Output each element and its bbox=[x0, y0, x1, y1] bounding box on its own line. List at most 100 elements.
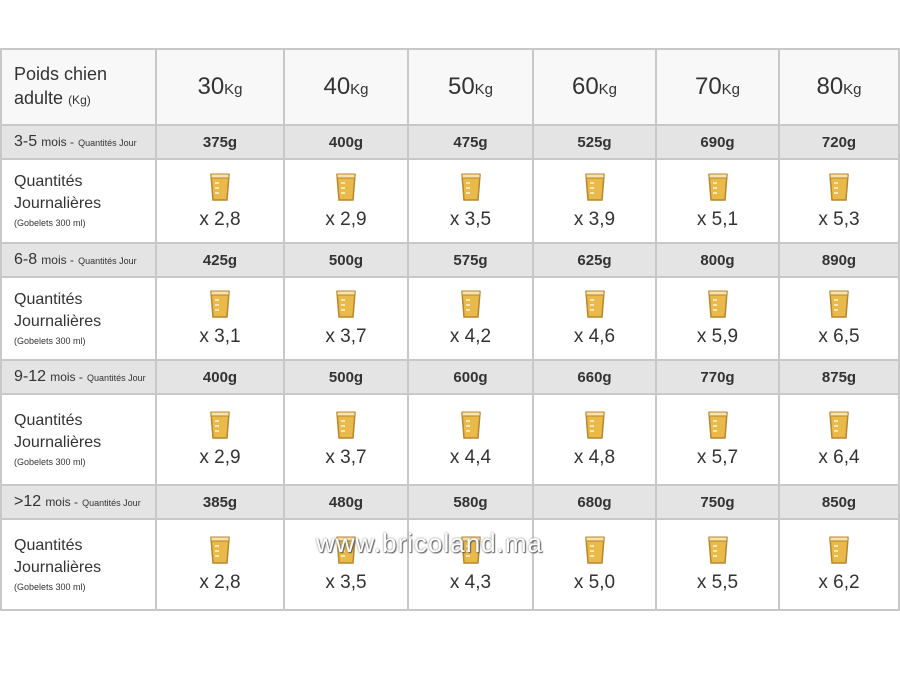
cup-icon-wrap bbox=[657, 535, 778, 570]
portion: 890g bbox=[778, 242, 900, 278]
quantity-row: Quantités Journalières (Gobelets 300 ml) x … bbox=[0, 393, 900, 486]
portion: 850g bbox=[778, 484, 900, 520]
cup-count: x 2,9 bbox=[199, 447, 241, 468]
cup-icon-wrap bbox=[157, 289, 283, 324]
cup-cell: x 3,5 bbox=[283, 518, 409, 611]
cup-icon-wrap bbox=[534, 410, 655, 445]
quantity-row: Quantités Journalières (Gobelets 300 ml) x … bbox=[0, 158, 900, 244]
weight-header: 40Kg bbox=[283, 48, 409, 126]
weight-number: 60 bbox=[571, 73, 599, 100]
header-label: adulte bbox=[14, 88, 64, 108]
header-label: adulte (Kg) bbox=[14, 86, 155, 112]
cup-cell: x 4,8 bbox=[532, 393, 657, 486]
cup-icon bbox=[707, 173, 728, 201]
age-note: Quantités Jour bbox=[87, 373, 146, 383]
cup-note: (Gobelets 300 ml) bbox=[14, 335, 86, 346]
cup-icon-wrap bbox=[780, 410, 898, 445]
age-unit: mois - bbox=[41, 135, 74, 149]
cup-icon-wrap bbox=[285, 535, 407, 570]
quantity-label: Journalières bbox=[14, 195, 102, 212]
cup-cell: x 6,5 bbox=[778, 276, 900, 361]
cup-icon bbox=[336, 173, 356, 201]
quantity-row: Quantités Journalières (Gobelets 300 ml) x … bbox=[0, 518, 900, 611]
cup-note: (Gobelets 300 ml) bbox=[14, 581, 86, 592]
portion: 690g bbox=[655, 124, 780, 160]
cup-icon bbox=[584, 411, 605, 439]
portion: 800g bbox=[655, 242, 780, 278]
portion: 580g bbox=[407, 484, 534, 520]
cup-count: x 3,7 bbox=[325, 326, 367, 347]
cup-cell: x 3,9 bbox=[532, 158, 657, 244]
weight-unit: Kg bbox=[843, 81, 862, 98]
cup-icon bbox=[829, 173, 849, 201]
cup-cell: x 6,4 bbox=[778, 393, 900, 486]
feeding-table: Poids chien adulte (Kg) 30Kg 40Kg 50Kg 60Kg 70… bbox=[0, 48, 900, 611]
age-unit: mois - bbox=[45, 495, 78, 509]
cup-count: x 5,7 bbox=[696, 447, 739, 468]
cup-cell: x 4,6 bbox=[532, 276, 657, 361]
portion: 400g bbox=[283, 124, 409, 160]
cup-cell: x 3,7 bbox=[283, 393, 409, 486]
cup-icon bbox=[707, 290, 728, 318]
quantity-row: Quantités Journalières (Gobelets 300 ml) x … bbox=[0, 276, 900, 361]
cup-icon bbox=[210, 411, 230, 439]
cup-icon bbox=[707, 536, 728, 564]
cup-icon-wrap bbox=[157, 535, 283, 570]
weight-header: 80Kg bbox=[778, 48, 900, 126]
weight-number: 70 bbox=[694, 73, 722, 100]
cup-cell: x 5,9 bbox=[655, 276, 780, 361]
cup-icon-wrap bbox=[157, 172, 283, 207]
cup-cell: x 2,9 bbox=[283, 158, 409, 244]
cup-icon bbox=[584, 173, 605, 201]
cup-cell: x 4,3 bbox=[407, 518, 534, 611]
cup-icon bbox=[336, 290, 356, 318]
cup-icon-wrap bbox=[409, 172, 532, 207]
header-row: Poids chien adulte (Kg) 30Kg 40Kg 50Kg 60Kg 70… bbox=[0, 48, 900, 126]
age-row: 9-12 mois - Quantités Jour 400g 500g 600g 66… bbox=[0, 359, 900, 395]
cup-count: x 2,8 bbox=[199, 208, 241, 230]
quantity-label: Quantités bbox=[14, 536, 83, 554]
age-row: 3-5 mois - Quantités Jour 375g 400g 475g 525… bbox=[0, 124, 900, 160]
portion: 625g bbox=[532, 242, 657, 278]
cup-icon-wrap bbox=[285, 289, 407, 324]
cup-count: x 5,9 bbox=[696, 326, 739, 347]
weight-number: 30 bbox=[197, 73, 225, 100]
cup-icon-wrap bbox=[780, 289, 898, 324]
cup-icon-wrap bbox=[657, 172, 778, 207]
cup-icon bbox=[707, 411, 728, 439]
weight-unit: Kg bbox=[350, 81, 369, 98]
cup-count: x 6,4 bbox=[818, 447, 860, 468]
cup-cell: x 4,4 bbox=[407, 393, 534, 486]
portion: 750g bbox=[655, 484, 780, 520]
cup-cell: x 3,7 bbox=[283, 276, 409, 361]
weight-number: 50 bbox=[447, 73, 475, 100]
cup-icon-wrap bbox=[409, 289, 532, 324]
cup-icon bbox=[460, 290, 481, 318]
portion: 480g bbox=[283, 484, 409, 520]
portion: 875g bbox=[778, 359, 900, 395]
cup-cell: x 5,5 bbox=[655, 518, 780, 611]
cup-count: x 3,5 bbox=[449, 208, 492, 230]
cup-cell: x 2,8 bbox=[155, 158, 285, 244]
cup-icon bbox=[829, 411, 849, 439]
cup-cell: x 2,9 bbox=[155, 393, 285, 486]
portion: 680g bbox=[532, 484, 657, 520]
portion: 525g bbox=[532, 124, 657, 160]
cup-count: x 2,8 bbox=[199, 572, 241, 593]
cup-cell: x 2,8 bbox=[155, 518, 285, 611]
cup-icon-wrap bbox=[657, 289, 778, 324]
cup-count: x 3,7 bbox=[325, 447, 367, 468]
portion: 400g bbox=[155, 359, 285, 395]
portion: 660g bbox=[532, 359, 657, 395]
weight-unit: Kg bbox=[224, 81, 243, 98]
cup-cell: x 3,1 bbox=[155, 276, 285, 361]
quantity-label-cell: Quantités Journalières (Gobelets 300 ml) bbox=[0, 518, 157, 611]
age-label-cell: 3-5 mois - Quantités Jour bbox=[0, 124, 157, 160]
table-body: Poids chien adulte (Kg) 30Kg 40Kg 50Kg 60Kg 70… bbox=[0, 48, 900, 611]
quantity-label: Quantités bbox=[14, 173, 83, 190]
weight-header: 60Kg bbox=[532, 48, 657, 126]
cup-icon bbox=[336, 536, 356, 564]
portion: 475g bbox=[407, 124, 534, 160]
cup-icon bbox=[584, 536, 605, 564]
